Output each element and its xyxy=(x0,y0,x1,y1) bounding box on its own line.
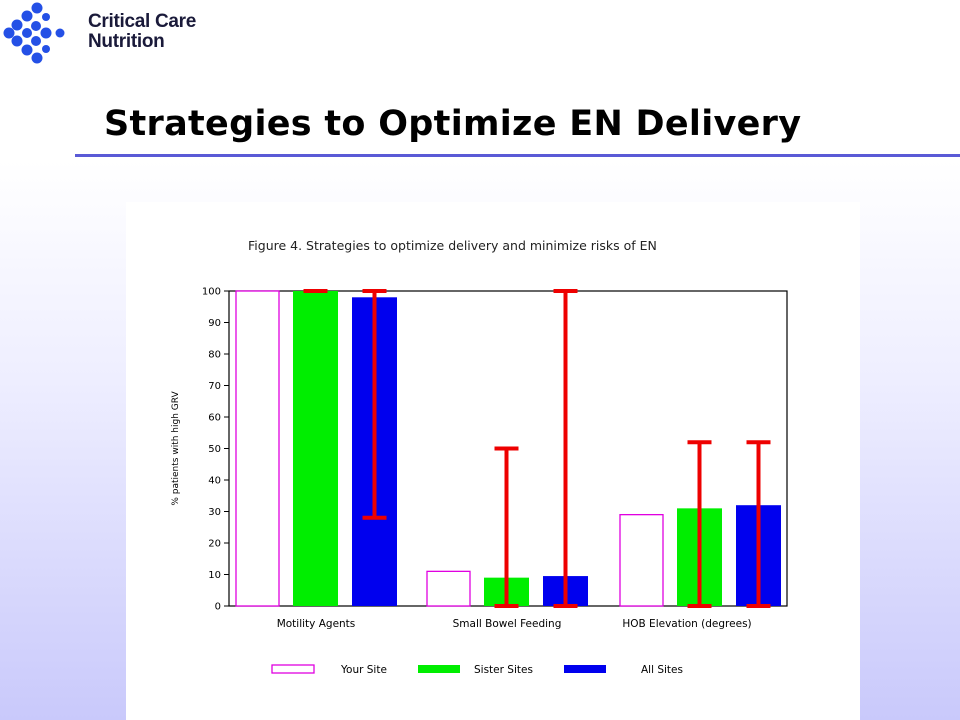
legend-swatch xyxy=(271,664,315,674)
bar xyxy=(293,291,338,606)
category-label: Small Bowel Feeding xyxy=(453,618,562,630)
y-tick-label: 90 xyxy=(208,318,221,329)
legend-swatch xyxy=(418,665,460,673)
y-tick-label: 30 xyxy=(208,507,221,518)
y-tick-label: 100 xyxy=(202,287,221,298)
bar xyxy=(426,570,471,607)
chart-title: Figure 4. Strategies to optimize deliver… xyxy=(248,238,657,253)
legend-swatch xyxy=(564,665,606,673)
y-tick-label: 20 xyxy=(208,539,221,550)
error-bar xyxy=(362,289,387,520)
error-bar xyxy=(494,446,519,608)
logo-line-2: Nutrition xyxy=(88,31,165,52)
category-label: HOB Elevation (degrees) xyxy=(622,618,751,630)
cross-dots-logo-icon xyxy=(3,2,65,64)
title-divider xyxy=(75,154,960,157)
logo: Critical Care Nutrition xyxy=(0,0,240,70)
legend-label: Sister Sites xyxy=(474,664,533,676)
category-label: Motility Agents xyxy=(277,618,356,630)
y-tick-label: 50 xyxy=(208,444,221,455)
legend-label: Your Site xyxy=(340,664,387,676)
bar-chart: 0 10 20 30 40 50 60 70 80 90 100 % patients with hi… xyxy=(171,287,788,676)
error-bar xyxy=(553,289,578,608)
y-tick-label: 80 xyxy=(208,350,221,361)
bar xyxy=(619,513,664,607)
y-tick-label: 10 xyxy=(208,570,221,581)
bar xyxy=(235,290,280,607)
y-tick-label: 0 xyxy=(215,602,221,613)
legend-label: All Sites xyxy=(641,664,683,676)
y-tick-label: 60 xyxy=(208,413,221,424)
figure-panel: Figure 4. Strategies to optimize deliver… xyxy=(126,202,860,720)
y-tick-label: 70 xyxy=(208,381,221,392)
error-bar xyxy=(687,440,712,608)
slide-title: Strategies to Optimize EN Delivery xyxy=(104,104,802,144)
y-tick-label: 40 xyxy=(208,476,221,487)
y-axis-label: % patients with high GRV xyxy=(171,391,181,506)
logo-line-1: Critical Care xyxy=(88,11,197,32)
error-bar xyxy=(746,440,771,608)
